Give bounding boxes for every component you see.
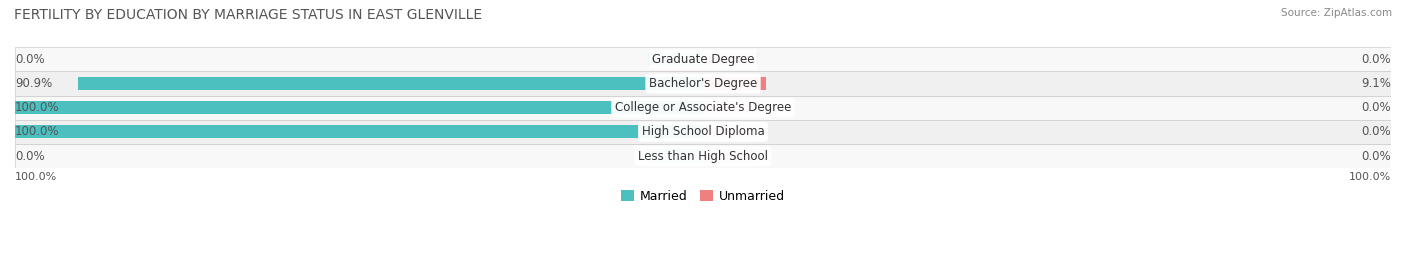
Bar: [648, 53, 703, 66]
Text: FERTILITY BY EDUCATION BY MARRIAGE STATUS IN EAST GLENVILLE: FERTILITY BY EDUCATION BY MARRIAGE STATU…: [14, 8, 482, 22]
Text: 0.0%: 0.0%: [1361, 53, 1391, 66]
Bar: [703, 125, 758, 139]
Text: 100.0%: 100.0%: [15, 125, 59, 138]
Text: 0.0%: 0.0%: [1361, 125, 1391, 138]
Bar: [77, 77, 703, 90]
Text: Bachelor's Degree: Bachelor's Degree: [650, 77, 756, 90]
Text: High School Diploma: High School Diploma: [641, 125, 765, 138]
Text: Source: ZipAtlas.com: Source: ZipAtlas.com: [1281, 8, 1392, 18]
Bar: [15, 47, 1391, 72]
Text: 0.0%: 0.0%: [1361, 150, 1391, 162]
Text: 100.0%: 100.0%: [15, 101, 59, 114]
Text: 9.1%: 9.1%: [1361, 77, 1391, 90]
Legend: Married, Unmarried: Married, Unmarried: [616, 185, 790, 208]
Text: 100.0%: 100.0%: [15, 172, 58, 182]
Bar: [703, 77, 766, 90]
Bar: [703, 101, 758, 114]
Text: 0.0%: 0.0%: [1361, 101, 1391, 114]
Text: Graduate Degree: Graduate Degree: [652, 53, 754, 66]
Bar: [15, 144, 1391, 168]
Bar: [703, 53, 758, 66]
Text: 0.0%: 0.0%: [15, 150, 45, 162]
Bar: [15, 120, 1391, 144]
Text: Less than High School: Less than High School: [638, 150, 768, 162]
Text: 90.9%: 90.9%: [15, 77, 52, 90]
Bar: [15, 125, 703, 139]
Bar: [703, 149, 758, 163]
Text: College or Associate's Degree: College or Associate's Degree: [614, 101, 792, 114]
Text: 0.0%: 0.0%: [15, 53, 45, 66]
Bar: [648, 149, 703, 163]
Bar: [15, 72, 1391, 95]
Bar: [15, 95, 1391, 120]
Bar: [15, 101, 703, 114]
Text: 100.0%: 100.0%: [1348, 172, 1391, 182]
